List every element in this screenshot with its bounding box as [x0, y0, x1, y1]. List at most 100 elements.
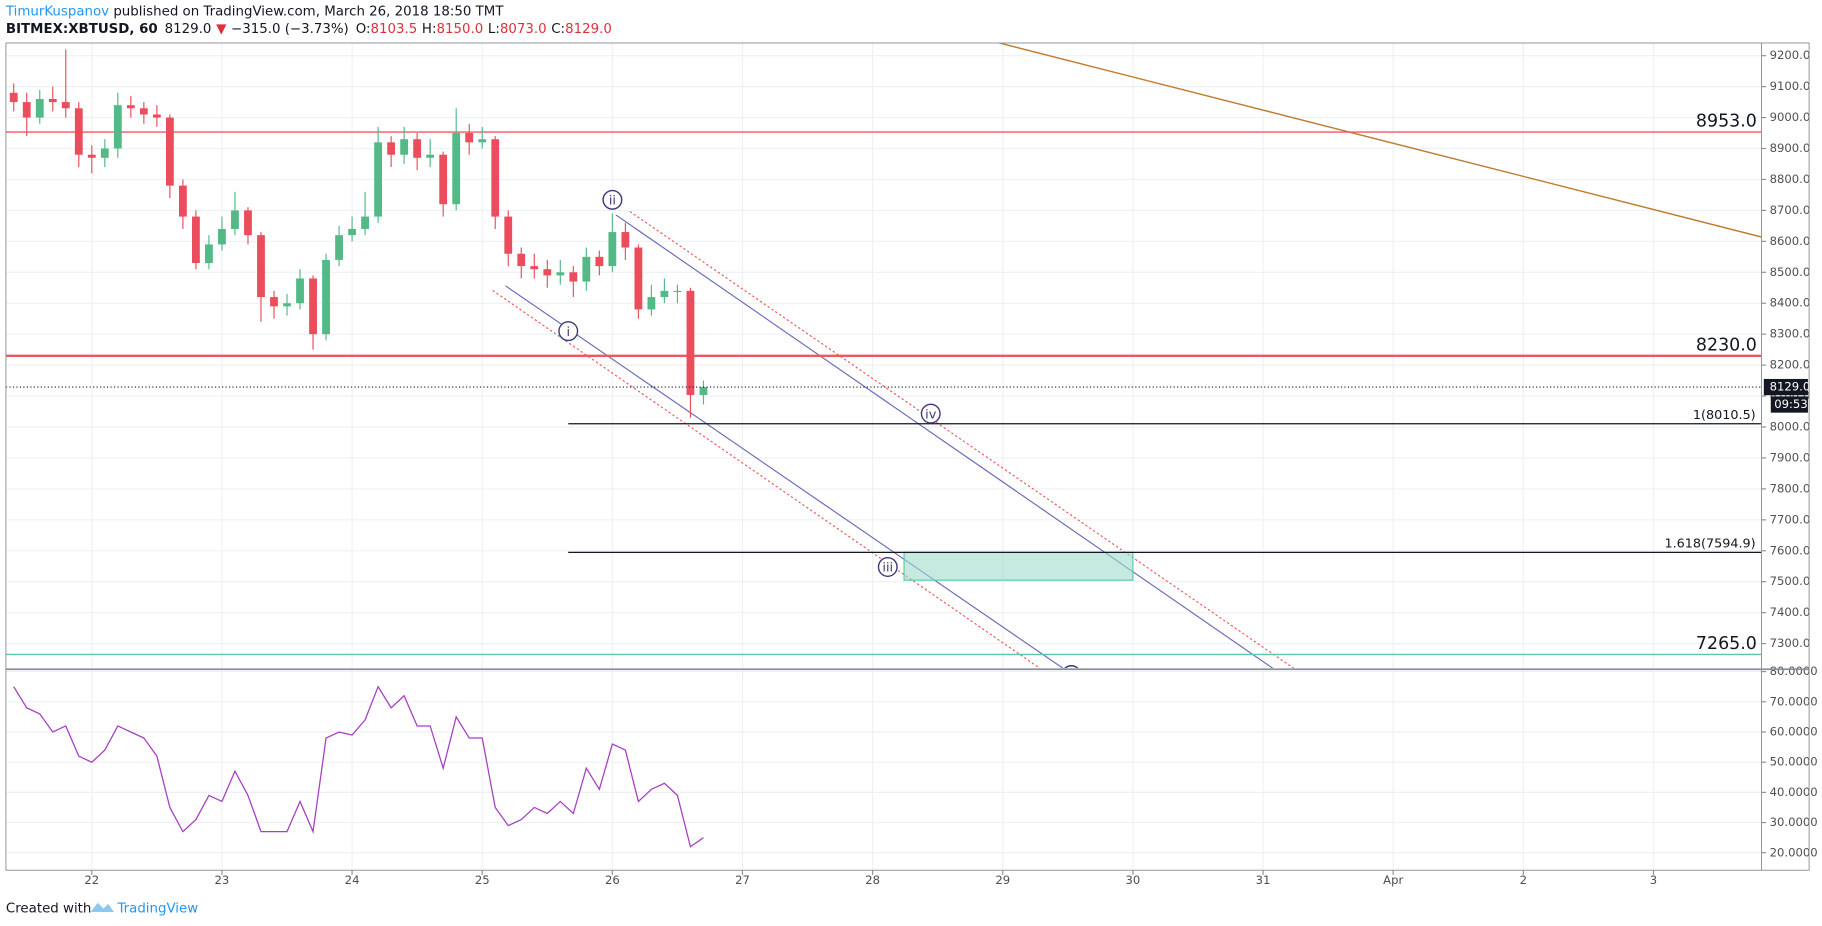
candle-body — [426, 154, 435, 158]
candle-body — [61, 102, 70, 109]
candle-body — [569, 272, 578, 282]
ohlc-key: L: — [488, 22, 500, 37]
frame — [5, 42, 1810, 871]
ohlc-value: 8073.0 — [500, 22, 547, 37]
target-zone — [903, 551, 1134, 581]
candle-body — [465, 133, 474, 143]
candle-body — [165, 117, 174, 186]
x-tick-label: 31 — [1256, 873, 1271, 887]
countdown: 09:53 — [1774, 397, 1807, 411]
candle-body — [152, 114, 161, 118]
x-tick-label: 25 — [475, 873, 490, 887]
candle-body — [621, 232, 630, 248]
header-line: TimurKuspanov published on TradingView.c… — [5, 5, 504, 20]
logo — [90, 902, 114, 913]
footer-text: Created with — [6, 902, 91, 917]
y-tick-label: 7500.0 — [1770, 574, 1811, 588]
y-tick-label: 30.0000 — [1770, 815, 1818, 829]
ohlc-value: 8150.0 — [436, 22, 483, 37]
x-tick-label: 29 — [995, 873, 1010, 887]
candle-body — [231, 210, 239, 229]
channel-line — [615, 214, 1274, 669]
x-tick-label: Apr — [1383, 873, 1403, 887]
y-tick-label: 9100.0 — [1770, 79, 1811, 93]
candle-body — [126, 105, 135, 109]
brand[interactable]: TradingView — [116, 902, 198, 917]
x-tick-label: 28 — [865, 873, 880, 887]
candle-body — [48, 98, 57, 103]
candle-body — [296, 278, 304, 304]
candle-body — [491, 139, 500, 217]
y-tick-label: 7900.0 — [1770, 450, 1811, 464]
channel-border — [629, 210, 1295, 669]
last-price-label: 8129.0 — [1770, 380, 1811, 394]
candle-body — [699, 387, 708, 395]
author: TimurKuspanov — [5, 5, 109, 20]
candle-body — [309, 278, 317, 335]
y-tick-label: 80.0000 — [1770, 664, 1818, 678]
x-tick-label: 3 — [1650, 873, 1657, 887]
ohlc-value: 8103.5 — [371, 22, 418, 37]
candle-body — [322, 259, 330, 335]
y-tick-label: 70.0000 — [1770, 694, 1818, 708]
x-tick-label: 2 — [1520, 873, 1527, 887]
wave-label: ii — [609, 194, 616, 209]
candle-body — [504, 216, 513, 254]
y-tick-label: 50.0000 — [1770, 755, 1818, 769]
wave-marker — [558, 321, 579, 342]
published: published on TradingView.com, March 26, … — [109, 5, 504, 20]
wave-label: iv — [925, 407, 937, 422]
candle-body — [478, 139, 487, 143]
candle-body — [686, 290, 695, 395]
grid — [5, 42, 1762, 870]
candle-body — [9, 92, 18, 103]
rsi-pane — [13, 685, 704, 848]
x-tick-label: 30 — [1126, 873, 1141, 887]
level-label: 8230.0 — [1696, 335, 1757, 355]
y-tick-label: 8300.0 — [1770, 327, 1811, 341]
ohlc-key: H: — [422, 22, 437, 37]
change-arrow: ▼ — [216, 22, 227, 37]
y-tick-label: 9000.0 — [1770, 110, 1811, 124]
candle-body — [348, 228, 356, 236]
channel-line — [505, 285, 1064, 669]
last-price-box — [1763, 378, 1808, 396]
x-tick-label: 26 — [605, 873, 620, 887]
candle-body — [517, 253, 526, 267]
candle-body — [257, 235, 265, 298]
candle-body — [218, 228, 226, 245]
symbol: BITMEX:XBTUSD, 60 — [6, 22, 158, 37]
x-tick-label: 27 — [735, 873, 750, 887]
y-tick-label: 8700.0 — [1770, 203, 1811, 217]
candle-body — [608, 232, 617, 267]
y-tick-label: 40.0000 — [1770, 785, 1818, 799]
y-tick-label: 8500.0 — [1770, 265, 1811, 279]
candle-body — [530, 266, 539, 270]
y-tick-label: 8600.0 — [1770, 234, 1811, 248]
y-tick-label: 20.0000 — [1770, 845, 1818, 859]
level-label: 7265.0 — [1696, 634, 1757, 654]
change: −315.0 (−3.73%) — [231, 22, 349, 37]
y-tick-label: 7700.0 — [1770, 512, 1811, 526]
candle-body — [192, 216, 200, 264]
y-tick-label: 8900.0 — [1770, 141, 1811, 155]
y-tick-label: 7800.0 — [1770, 481, 1811, 495]
candle-body — [452, 133, 461, 205]
wave-marker — [877, 556, 898, 577]
candle-body — [244, 210, 252, 236]
candle-body — [139, 108, 148, 115]
candle-body — [660, 290, 669, 298]
y-tick-label: 7300.0 — [1770, 636, 1811, 650]
wave-label: iii — [882, 561, 893, 576]
candle-body — [543, 269, 552, 276]
y-tick-label: 9200.0 — [1770, 48, 1811, 62]
candle-body — [439, 154, 448, 205]
symbol-line: BITMEX:XBTUSD, 60 8129.0 ▼ −315.0 (−3.73%) O… — [6, 22, 612, 37]
candle-body — [647, 297, 656, 310]
countdown-box — [1770, 396, 1808, 413]
candle-body — [22, 102, 31, 118]
candle-body — [673, 290, 682, 293]
trend-line — [999, 42, 1762, 238]
